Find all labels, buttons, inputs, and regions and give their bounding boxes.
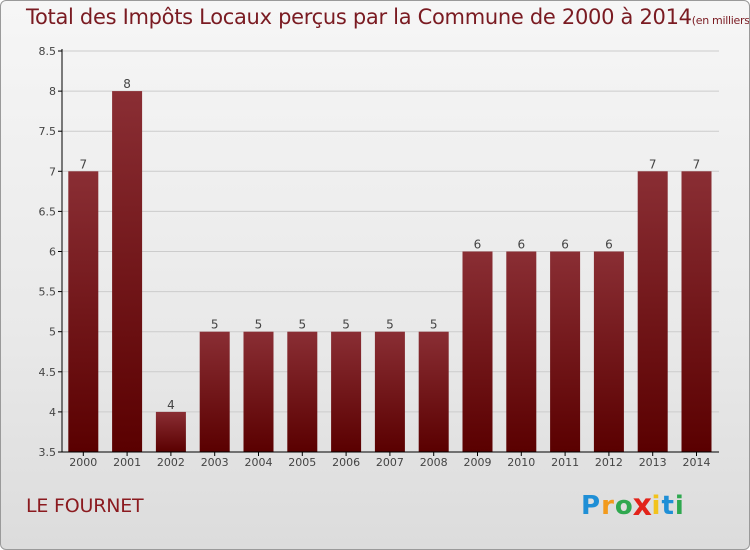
bar-value-label: 5 — [430, 318, 438, 332]
bar — [155, 411, 186, 452]
proxiti-logo[interactable]: Proxiti — [581, 488, 685, 524]
bar-value-label: 5 — [298, 318, 306, 332]
y-tick-label: 6 — [49, 246, 56, 259]
bar-value-label: 5 — [386, 318, 394, 332]
logo-letter: t — [661, 491, 675, 521]
y-tick-label: 4 — [49, 406, 56, 419]
x-tick-label: 2000 — [69, 456, 97, 469]
bar — [331, 331, 362, 452]
bar — [681, 171, 712, 453]
y-tick-label: 7 — [49, 165, 56, 178]
y-tick-label: 3.5 — [39, 446, 57, 459]
bar — [637, 171, 668, 453]
bar-value-label: 5 — [211, 318, 219, 332]
commune-name: LE FOURNET — [26, 495, 144, 517]
bar-value-label: 6 — [517, 238, 525, 252]
bar — [68, 171, 99, 453]
bar-value-label: 6 — [474, 238, 482, 252]
x-tick-label: 2008 — [420, 456, 448, 469]
bar-value-label: 4 — [167, 398, 175, 412]
bar-value-label: 8 — [123, 77, 131, 91]
bar-value-label: 7 — [649, 157, 657, 171]
chart-title: Total des Impôts Locaux perçus par la Co… — [26, 5, 750, 29]
bar-value-label: 6 — [561, 238, 569, 252]
title-text: Total des Impôts Locaux perçus par la Co… — [26, 5, 692, 29]
logo-letter: P — [581, 491, 602, 521]
logo-letter: x — [632, 488, 653, 524]
bar — [374, 331, 405, 452]
bar — [199, 331, 230, 452]
bar-value-label: 7 — [693, 157, 701, 171]
x-tick-label: 2001 — [113, 456, 141, 469]
bar — [418, 331, 449, 452]
bar-value-label: 5 — [342, 318, 350, 332]
bar-value-label: 7 — [79, 157, 87, 171]
x-tick-label: 2002 — [157, 456, 185, 469]
y-tick-label: 5.5 — [39, 286, 57, 299]
logo-letter: o — [614, 491, 634, 521]
y-tick-label: 6.5 — [39, 205, 57, 218]
x-tick-label: 2007 — [376, 456, 404, 469]
x-tick-label: 2003 — [201, 456, 229, 469]
bar — [593, 251, 624, 452]
bar-value-label: 6 — [605, 238, 613, 252]
bar — [462, 251, 493, 452]
x-tick-label: 2010 — [507, 456, 535, 469]
x-tick-label: 2013 — [639, 456, 667, 469]
y-tick-label: 5 — [49, 326, 56, 339]
bar — [287, 331, 318, 452]
x-tick-label: 2009 — [464, 456, 492, 469]
x-tick-label: 2014 — [683, 456, 711, 469]
y-tick-label: 7.5 — [39, 125, 57, 138]
title-unit: (en milliers d'€) — [691, 14, 750, 27]
x-tick-label: 2004 — [245, 456, 273, 469]
logo-letter: r — [601, 491, 615, 521]
x-tick-label: 2005 — [288, 456, 316, 469]
x-tick-label: 2006 — [332, 456, 360, 469]
logo-letter: i — [651, 491, 662, 521]
bar — [112, 91, 143, 452]
bar — [506, 251, 537, 452]
y-tick-label: 4.5 — [39, 366, 57, 379]
y-tick-label: 8.5 — [39, 45, 57, 58]
bar — [550, 251, 581, 452]
logo-letter: i — [674, 491, 685, 521]
bar — [243, 331, 274, 452]
x-tick-label: 2012 — [595, 456, 623, 469]
bar-value-label: 5 — [255, 318, 263, 332]
y-tick-label: 8 — [49, 85, 56, 98]
x-tick-label: 2011 — [551, 456, 579, 469]
